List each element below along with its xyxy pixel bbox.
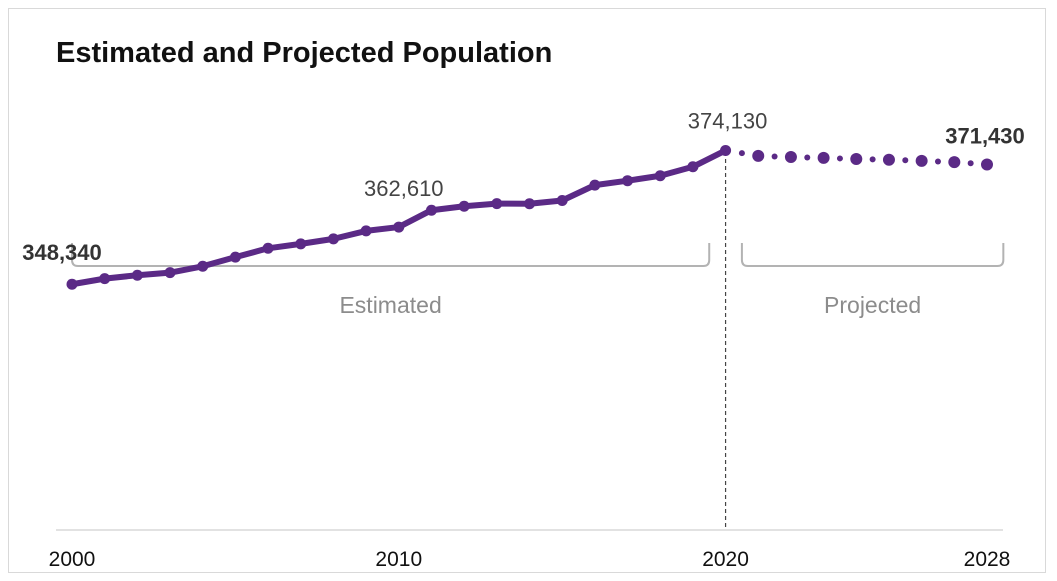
- data-point-2022: [784, 151, 797, 164]
- x-tick-label-2010: 2010: [375, 548, 422, 571]
- data-point-2003: [164, 267, 176, 279]
- data-point-2026: [915, 154, 928, 167]
- data-point-2021: [752, 149, 765, 162]
- bracket-label-estimated: Estimated: [339, 292, 441, 318]
- data-point-2014: [524, 198, 535, 210]
- data-point-2008: [327, 233, 339, 245]
- data-point-2011: [425, 204, 437, 216]
- projection-dot: [902, 157, 909, 164]
- chart-title: Estimated and Projected Population: [56, 37, 553, 69]
- data-point-2006: [262, 242, 274, 254]
- data-point-2023: [817, 151, 830, 164]
- data-label-2020: 374,130: [688, 108, 768, 133]
- series-estimated-line: [69, 147, 729, 288]
- projection-dot: [804, 154, 811, 161]
- data-point-2001: [99, 273, 111, 285]
- chart-frame: [8, 8, 1046, 573]
- data-point-2010: [393, 221, 405, 233]
- bracket-estimated: [71, 243, 711, 267]
- data-point-2000: [66, 278, 78, 290]
- data-point-2004: [197, 260, 209, 272]
- data-point-2018: [654, 170, 666, 182]
- x-tick-label-2000: 2000: [49, 548, 96, 571]
- data-point-2002: [131, 269, 143, 281]
- data-point-2019: [687, 161, 699, 173]
- projection-dot: [836, 155, 843, 162]
- data-label-2028: 371,430: [945, 123, 1025, 148]
- data-point-2005: [229, 251, 241, 263]
- data-point-2025: [882, 153, 895, 166]
- projection-dot: [967, 160, 974, 167]
- data-point-2013: [491, 198, 503, 210]
- data-point-2012: [458, 200, 470, 212]
- data-point-2015: [556, 195, 568, 207]
- data-point-2016: [589, 179, 601, 191]
- projection-dot: [869, 156, 876, 163]
- projection-dot: [771, 153, 778, 160]
- projection-dot: [738, 150, 745, 157]
- data-point-2024: [850, 152, 863, 165]
- data-point-2017: [622, 175, 634, 187]
- data-label-2010: 362,610: [364, 176, 444, 201]
- data-point-2027: [948, 156, 961, 169]
- x-tick-label-2028: 2028: [964, 548, 1011, 571]
- projection-dot: [934, 158, 941, 165]
- data-label-2000: 348,340: [22, 240, 102, 265]
- bracket-projected: [740, 243, 1005, 267]
- data-point-2020: [720, 144, 732, 156]
- data-point-2007: [295, 238, 307, 250]
- x-tick-label-2020: 2020: [702, 548, 749, 571]
- data-point-2009: [360, 225, 372, 237]
- data-point-2028: [981, 158, 993, 171]
- bracket-label-projected: Projected: [824, 292, 921, 318]
